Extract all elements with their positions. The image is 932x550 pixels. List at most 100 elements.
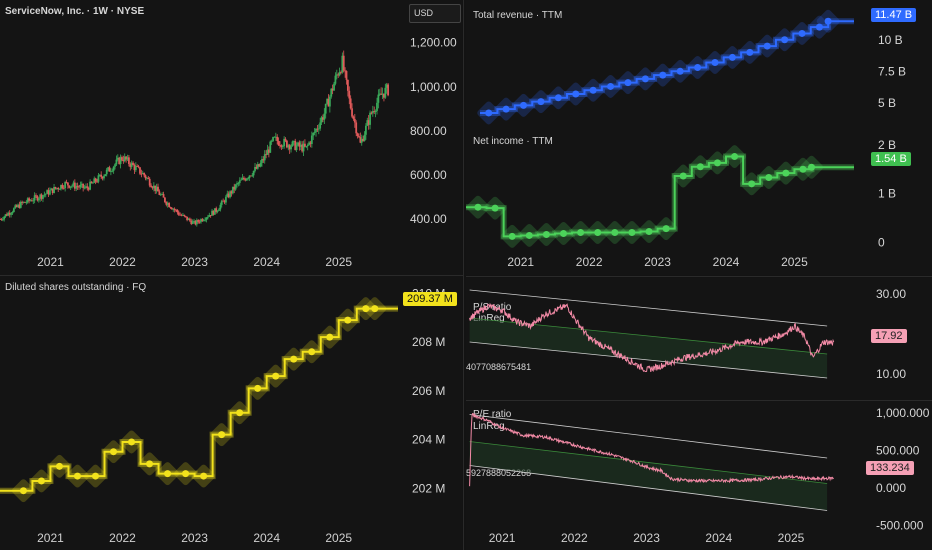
revenue-point	[537, 98, 545, 106]
price-candle	[4, 214, 7, 217]
price-candle	[317, 128, 320, 130]
shares-point	[326, 333, 334, 341]
price-candle	[374, 110, 377, 112]
price-candle	[197, 220, 200, 222]
price-candle	[152, 185, 155, 189]
price-candle	[255, 166, 258, 169]
price-candle	[93, 178, 96, 183]
price-candle	[356, 133, 359, 136]
price-candle	[319, 122, 322, 129]
price-y-tick: 400.00	[410, 212, 447, 226]
price-candle	[193, 220, 195, 222]
netincome-point	[748, 180, 756, 188]
price-candle	[53, 186, 55, 193]
price-candle	[179, 214, 182, 216]
price-candle	[341, 55, 344, 73]
shares-x-tick: 2024	[253, 531, 280, 545]
price-candle	[104, 174, 107, 176]
ps-side-value: 4077088675481	[466, 362, 532, 372]
price-candle	[122, 159, 125, 162]
price-candle	[263, 154, 266, 161]
price-candle	[272, 137, 274, 141]
shares-x-tick: 2025	[325, 531, 352, 545]
netincome-point	[662, 225, 670, 233]
ps-lower-band	[469, 341, 828, 379]
price-candle	[245, 178, 248, 181]
pe-line	[469, 413, 834, 487]
ps-subtitle: LinReg	[473, 313, 505, 324]
price-candle	[194, 220, 197, 225]
price-candle	[183, 214, 186, 217]
price-candle	[61, 184, 64, 188]
price-candle	[35, 195, 37, 197]
price-candle	[309, 142, 312, 144]
netincome-point	[628, 229, 636, 237]
price-candle	[247, 178, 249, 179]
price-candle	[14, 205, 17, 209]
price-candle	[115, 159, 118, 165]
price-candle	[151, 187, 154, 189]
price-candle	[349, 98, 352, 109]
price-candle	[258, 164, 261, 167]
price-candle	[216, 210, 219, 212]
price-candle	[208, 215, 211, 217]
price-candle	[265, 154, 268, 156]
price-candle	[7, 212, 10, 216]
price-candle	[188, 218, 191, 221]
price-candle	[83, 187, 86, 189]
revenue-point	[763, 42, 771, 50]
price-candle	[121, 157, 123, 160]
shares-y-tick: 204 M	[412, 433, 445, 447]
netincome-y-tick: 1 B	[878, 187, 896, 201]
shares-point	[308, 348, 316, 356]
price-x-tick: 2022	[109, 255, 136, 269]
price-candle	[385, 84, 388, 88]
netincome-point	[611, 229, 619, 237]
ps-title: P/S ratio	[473, 302, 512, 313]
netincome-point	[474, 203, 482, 211]
price-candle	[287, 145, 290, 148]
price-candle	[371, 111, 374, 114]
vertical-divider	[463, 0, 464, 550]
price-candle	[308, 142, 310, 146]
revenue-value-badge: 11.47 B	[871, 8, 917, 22]
pe-lower-band	[469, 465, 828, 511]
price-candle	[46, 190, 49, 194]
price-candle	[24, 201, 26, 203]
price-candle	[158, 191, 161, 195]
price-candle	[276, 136, 279, 142]
netincome-point	[560, 229, 567, 237]
price-candle	[155, 186, 158, 191]
price-candle	[166, 203, 169, 205]
price-candle	[227, 193, 230, 198]
netincome-x-tick: 2024	[713, 255, 740, 269]
price-candle	[96, 181, 98, 183]
price-candle	[351, 108, 353, 117]
netincome-point	[731, 153, 739, 161]
price-candle	[73, 182, 76, 189]
shares-point	[371, 305, 379, 313]
price-candle	[143, 172, 146, 176]
price-candle	[105, 169, 108, 175]
price-candle	[0, 219, 1, 220]
currency-badge[interactable]: USD	[409, 4, 461, 23]
price-candle	[320, 117, 323, 123]
price-candle	[370, 112, 373, 114]
price-candle	[33, 195, 36, 201]
price-candle	[32, 200, 35, 202]
price-candle	[101, 176, 104, 179]
price-candle	[294, 140, 297, 150]
price-x-tick: 2021	[37, 255, 64, 269]
price-candle	[60, 184, 62, 190]
price-candle	[209, 215, 212, 216]
price-chart: 1,200.00 1,000.00 800.00 600.00 400.00 2021 20…	[0, 36, 457, 269]
price-candle	[344, 70, 347, 72]
revenue-point	[815, 23, 823, 31]
price-candle	[248, 175, 251, 179]
price-candle	[277, 141, 280, 146]
horizontal-divider-ps-pe	[466, 400, 932, 401]
price-candle	[69, 186, 72, 188]
price-candle	[360, 138, 363, 143]
netincome-x-tick: 2023	[644, 255, 671, 269]
